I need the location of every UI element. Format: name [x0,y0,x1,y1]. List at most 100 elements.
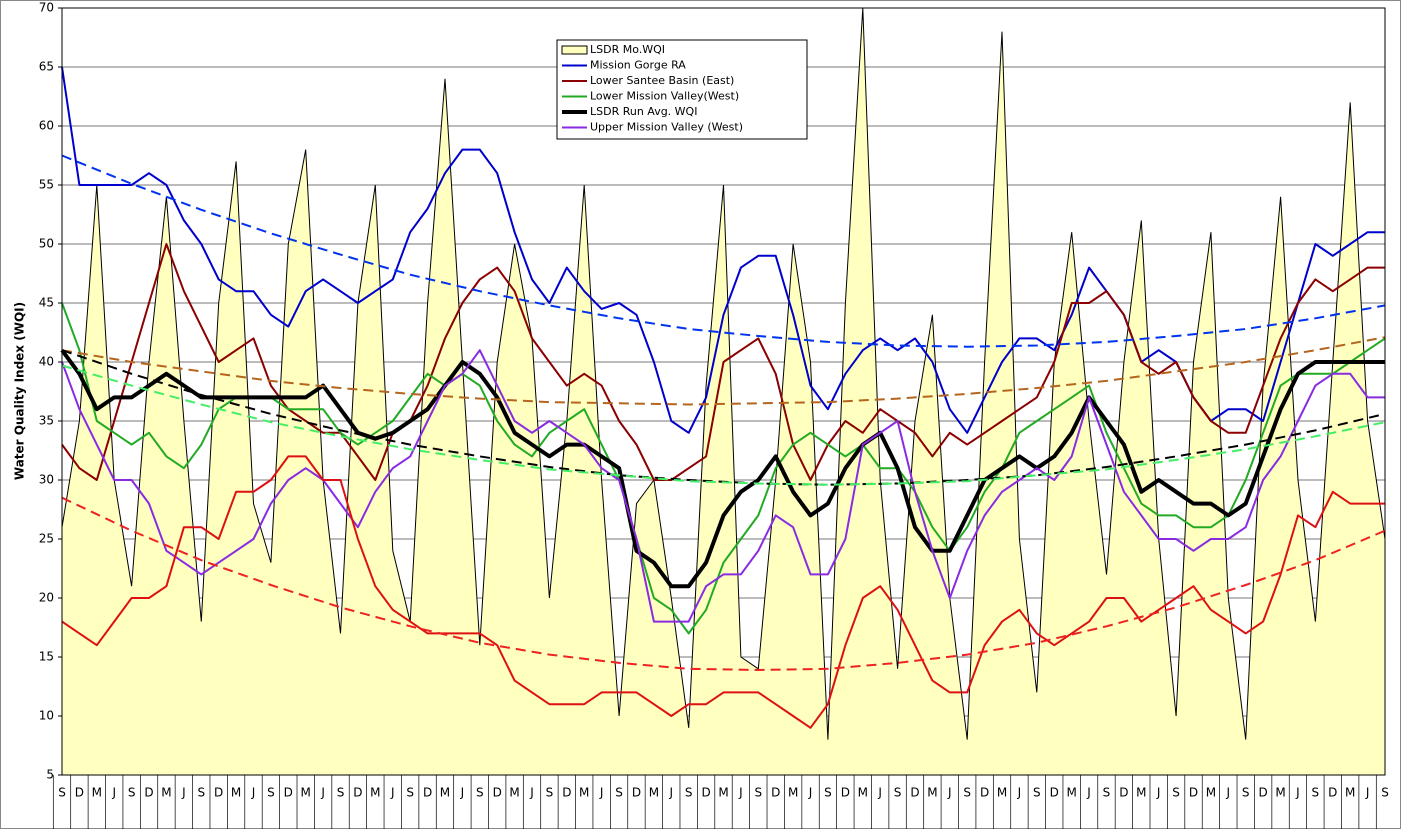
x-tick-label: M [788,786,798,800]
x-tick-label: S [824,786,832,800]
x-tick-label: D [493,786,502,800]
x-tick-label: D [1328,786,1337,800]
y-tick-label: 25 [39,532,54,546]
x-tick-label: S [58,786,66,800]
x-tick-label: D [910,786,919,800]
y-tick-label: 15 [39,650,54,664]
x-tick-label: S [755,786,763,800]
area [61,7,1386,776]
x-tick-label: D [144,786,153,800]
x-tick-label: S [476,786,484,800]
x-tick-label: J [1156,786,1161,800]
legend-label: LSDR Mo.WQI [590,43,665,56]
x-tick-label: M [92,786,102,800]
x-tick-label: J [1017,786,1022,800]
x-tick-label: M [161,786,171,800]
x-tick-label: M [440,786,450,800]
x-tick-label: S [963,786,971,800]
x-tick-label: S [337,786,345,800]
legend-box [556,39,808,140]
x-tick-label: M [1066,786,1076,800]
y-tick-label: 40 [39,355,54,369]
line [60,349,1385,589]
x-tick-label: M [509,786,519,800]
x-tick-label: S [1312,786,1320,800]
x-tick-label: J [1226,786,1231,800]
x-tick-label: S [1381,786,1389,800]
x-tick-label: D [701,786,710,800]
x-tick-label: J [1295,786,1300,800]
x-tick-label: D [1119,786,1128,800]
line [61,243,1385,481]
x-tick-label: S [1103,786,1111,800]
x-tick-label: J [1086,786,1091,800]
x-tick-label: J [947,786,952,800]
x-tick-label: D [632,786,641,800]
x-tick-label: D [980,786,989,800]
legend-label: LSDR Run Avg. WQI [590,105,697,118]
x-tick-label: D [214,786,223,800]
x-tick-label: J [599,786,604,800]
x-tick-label: D [353,786,362,800]
x-tick-label: S [894,786,902,800]
plot-border [61,7,1386,776]
x-tick-label: M [1206,786,1216,800]
line [61,455,1385,729]
x-tick-label: M [301,786,311,800]
x-tick-label: S [267,786,275,800]
trend-line [61,336,1386,406]
x-tick-label: D [1259,786,1268,800]
x-tick-label: S [128,786,136,800]
y-axis-label: Water Quality Index (WQI) [13,302,27,480]
x-tick-label: D [1050,786,1059,800]
x-tick-label: D [562,786,571,800]
x-tick-label: S [615,786,623,800]
x-tick-label: M [649,786,659,800]
x-tick-label: M [997,786,1007,800]
y-tick-label: 45 [39,296,54,310]
x-tick-label: D [423,786,432,800]
legend-label: Lower Mission Valley(West) [590,90,739,103]
x-tick-label: M [858,786,868,800]
x-tick-label: M [718,786,728,800]
legend-label: Lower Santee Basin (East) [590,74,734,87]
x-tick-label: D [284,786,293,800]
line [61,302,1386,635]
x-tick-label: M [1345,786,1355,800]
x-tick-label: S [197,786,205,800]
x-tick-label: S [1242,786,1250,800]
trend-line [61,154,1386,348]
legend: LSDR Mo.WQI Mission Gorge RA Lower Santee … [556,39,808,140]
x-tick-label: S [406,786,414,800]
legend-label: Upper Mission Valley (West) [590,121,743,134]
y-tick-label: 60 [39,119,54,133]
x-tick-label: J [1365,786,1370,800]
x-tick-label: J [111,786,116,800]
x-tick-label: J [390,786,395,800]
y-tick-label: 10 [39,709,54,723]
y-tick-label: 20 [39,591,54,605]
x-tick-label: S [546,786,554,800]
y-tick-label: 35 [39,414,54,428]
y-tick-label: 65 [39,60,54,74]
x-tick-label: S [685,786,693,800]
x-tick-label: J [251,786,256,800]
x-tick-label: J [669,786,674,800]
x-tick-label: M [927,786,937,800]
x-tick-label: M [1136,786,1146,800]
x-tick-label: D [1189,786,1198,800]
y-tick-label: 55 [39,178,54,192]
x-tick-label: M [579,786,589,800]
x-tick-label: M [370,786,380,800]
x-tick-label: J [181,786,186,800]
trend-line [61,364,1386,486]
y-tick-label: 70 [39,1,54,15]
x-tick-label: J [877,786,882,800]
x-tick-label: S [1033,786,1041,800]
y-tick-label: 50 [39,237,54,251]
x-tick-label: D [841,786,850,800]
x-tick-label: J [738,786,743,800]
x-tick-label: J [320,786,325,800]
line [61,349,1385,623]
